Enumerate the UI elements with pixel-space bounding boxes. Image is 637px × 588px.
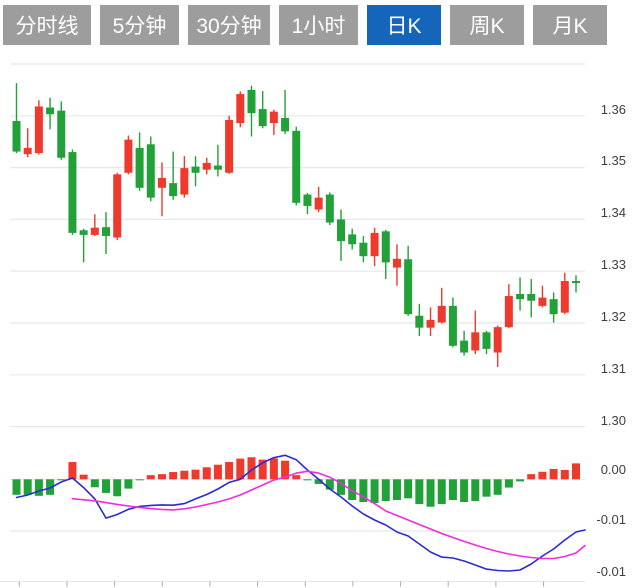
tab-1hour[interactable]: 1小时 xyxy=(279,5,358,45)
macd-axis-label-low: -0.01 xyxy=(596,564,626,579)
tab-weekly-k[interactable]: 周K xyxy=(450,5,524,45)
x-axis-ruler xyxy=(0,580,585,587)
tab-daily-k[interactable]: 日K xyxy=(367,5,441,45)
price-axis-label-1-34: 1.34 xyxy=(600,205,626,220)
candles xyxy=(12,83,580,368)
price-gridlines xyxy=(10,63,585,428)
price-axis-label-1-36: 1.36 xyxy=(600,102,626,117)
macd-histogram xyxy=(12,457,580,507)
tab-monthly-k[interactable]: 月K xyxy=(533,5,607,45)
tab-5min[interactable]: 5分钟 xyxy=(100,5,179,45)
price-axis-label-1-35: 1.35 xyxy=(600,153,626,168)
dif-line xyxy=(15,454,586,572)
tab-30min[interactable]: 30分钟 xyxy=(188,5,270,45)
dea-line xyxy=(71,470,586,560)
macd-axis-label-zero: 0.00 xyxy=(600,462,626,477)
price-axis-label-1-30: 1.30 xyxy=(600,413,626,428)
macd-axis-label-mid: -0.01 xyxy=(596,512,626,527)
tab-timeline[interactable]: 分时线 xyxy=(3,5,91,45)
price-axis-label-1-32: 1.32 xyxy=(600,309,626,324)
price-axis-label-1-31: 1.31 xyxy=(600,361,626,376)
interval-tabbar: 分时线 5分钟 30分钟 1小时 日K 周K 月K xyxy=(3,5,607,45)
price-axis-label-1-33: 1.33 xyxy=(600,257,626,272)
